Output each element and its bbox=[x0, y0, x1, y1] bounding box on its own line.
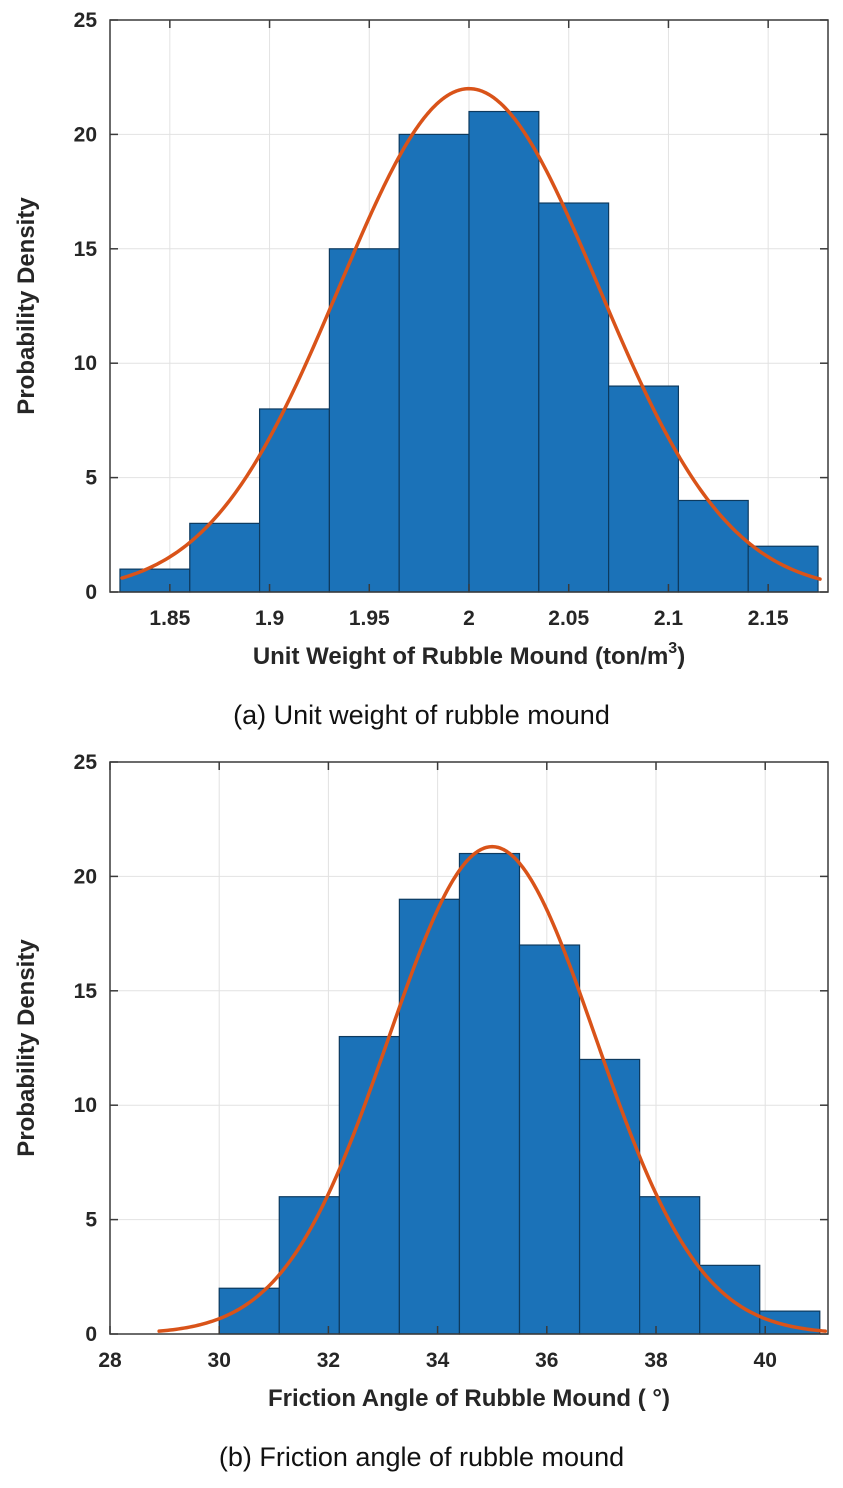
y-tick-label: 5 bbox=[85, 1209, 97, 1232]
y-tick-label: 10 bbox=[74, 352, 97, 375]
histogram-bar bbox=[328, 248, 400, 593]
caption-a: (a) Unit weight of rubble mound bbox=[233, 700, 610, 730]
y-tick-label: 25 bbox=[74, 9, 98, 32]
x-tick-label: 30 bbox=[208, 1349, 231, 1372]
caption-b: (b) Friction angle of rubble mound bbox=[218, 1442, 625, 1472]
figure-b: 28 30 32 34 36 38 40 0 5 10 15 20 25 Friction Angle o… bbox=[0, 742, 843, 1484]
y-axis-label: Probability Density bbox=[13, 197, 40, 415]
x-axis-label: Friction Angle of Rubble Mound ( °) bbox=[268, 1385, 670, 1412]
histogram-bar bbox=[338, 1035, 400, 1335]
x-tick-label: 2.1 bbox=[654, 607, 684, 630]
histogram-bar bbox=[468, 110, 540, 593]
histogram-chart-friction-angle: 28 30 32 34 36 38 40 0 5 10 15 20 25 Friction Angle o… bbox=[13, 751, 829, 1412]
histogram-bar bbox=[398, 133, 470, 593]
x-tick-label: 36 bbox=[535, 1349, 558, 1372]
histogram-bar bbox=[538, 202, 610, 593]
histogram-bar bbox=[458, 852, 521, 1335]
x-tick-label: 2.05 bbox=[548, 607, 589, 630]
histogram-bar bbox=[518, 944, 581, 1335]
x-tick-label: 34 bbox=[426, 1349, 450, 1372]
figure-a: 1.85 1.9 1.95 2 2.05 2.1 2.15 0 5 10 15 20 25 Unit We… bbox=[0, 0, 843, 742]
histogram-bar bbox=[747, 545, 819, 593]
normal-fit-curve bbox=[157, 844, 828, 1333]
histogram-bar bbox=[578, 1058, 641, 1335]
x-tick-label: 38 bbox=[644, 1349, 668, 1372]
plot-box bbox=[109, 761, 829, 1335]
histogram-bar bbox=[398, 898, 461, 1335]
y-tick-label: 20 bbox=[74, 865, 97, 888]
histogram-bar bbox=[258, 408, 330, 593]
y-tick-label: 0 bbox=[85, 581, 97, 604]
x-axis-label: Unit Weight of Rubble Mound (ton/m3) bbox=[253, 640, 685, 670]
y-tick-label: 20 bbox=[74, 123, 97, 146]
histogram-bar bbox=[119, 568, 191, 593]
x-tick-label: 28 bbox=[98, 1349, 122, 1372]
y-tick-label: 0 bbox=[85, 1323, 97, 1346]
x-tick-label: 1.85 bbox=[149, 607, 190, 630]
x-tick-label: 40 bbox=[754, 1349, 777, 1372]
histogram-chart-unit-weight: 1.85 1.9 1.95 2 2.05 2.1 2.15 0 5 10 15 20 25 Unit We… bbox=[13, 9, 829, 670]
histogram-bar bbox=[639, 1196, 701, 1335]
x-tick-label: 1.9 bbox=[255, 607, 284, 630]
x-tick-label: 1.95 bbox=[349, 607, 390, 630]
y-tick-label: 10 bbox=[74, 1094, 97, 1117]
y-axis-label: Probability Density bbox=[13, 939, 40, 1157]
y-tick-label: 25 bbox=[74, 751, 98, 774]
y-tick-label: 15 bbox=[74, 980, 98, 1003]
histogram-bar bbox=[677, 499, 749, 593]
normal-fit-curve bbox=[120, 86, 822, 581]
y-tick-label: 15 bbox=[74, 238, 98, 261]
histogram-bar bbox=[278, 1196, 340, 1335]
x-tick-label: 2.15 bbox=[748, 607, 789, 630]
y-tick-label: 5 bbox=[85, 467, 97, 490]
histogram-bar bbox=[218, 1287, 280, 1335]
x-tick-label: 32 bbox=[317, 1349, 340, 1372]
histogram-bar bbox=[608, 385, 680, 593]
x-tick-label: 2 bbox=[463, 607, 475, 630]
